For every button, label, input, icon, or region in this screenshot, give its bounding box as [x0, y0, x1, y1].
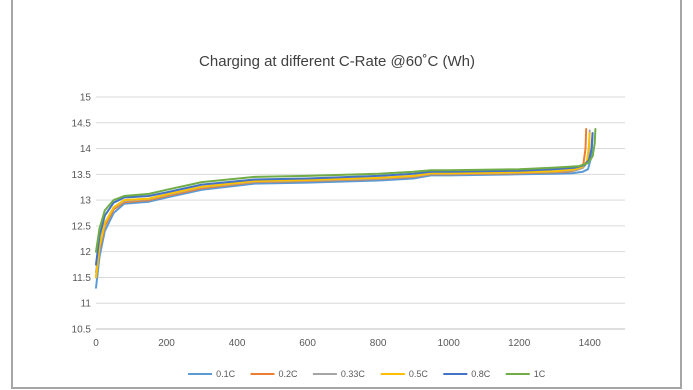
x-tick-label: 0: [93, 338, 99, 349]
x-tick-label: 1000: [438, 338, 461, 349]
x-tick-label: 1200: [508, 338, 531, 349]
y-tick-label: 14.5: [72, 118, 92, 129]
series-line-0-33c: [95, 129, 591, 274]
legend-item: 1C: [505, 369, 546, 379]
gridlines: [96, 96, 625, 304]
series-line-0-1c: [95, 132, 594, 289]
series-line-0-5c: [95, 132, 591, 279]
x-tick-label: 200: [158, 338, 175, 349]
legend-label: 0.2C: [279, 369, 299, 379]
legend-item: 0.5C: [380, 369, 429, 379]
x-tick-label: 400: [229, 338, 246, 349]
series-line-0-2c: [95, 128, 588, 279]
legend-label: 0.1C: [216, 369, 236, 379]
y-tick-labels: 10.5 11 11.5 12 12.5 13 13.5 14 14.5 15: [72, 93, 92, 336]
legend-item: 0.8C: [443, 369, 491, 379]
legend-item: 0.2C: [250, 369, 299, 379]
legend-label: 0.5C: [409, 369, 429, 379]
series-line-1c: [95, 128, 597, 253]
y-tick-label: 11: [81, 299, 92, 310]
chart-canvas: Charging at different C-Rate @60˚C (Wh) …: [72, 53, 625, 379]
series-lines: [95, 128, 597, 289]
x-tick-labels: 0 200 400 600 800 1000 1200 1400: [93, 338, 601, 349]
y-tick-label: 10.5: [72, 325, 92, 336]
legend-label: 0.8C: [471, 369, 491, 379]
y-tick-label: 13: [80, 196, 92, 207]
legend-label: 0.33C: [341, 369, 366, 379]
x-tick-label: 800: [370, 338, 387, 349]
y-tick-label: 12: [80, 247, 92, 258]
x-tick-label: 600: [299, 338, 316, 349]
y-tick-label: 14: [80, 144, 92, 155]
series-line-0-8c: [95, 132, 594, 266]
y-tick-label: 13.5: [72, 170, 92, 181]
y-tick-label: 15: [80, 93, 92, 104]
legend-label: 1C: [534, 369, 546, 379]
y-tick-label: 11.5: [72, 273, 91, 284]
x-tick-label: 1400: [579, 338, 602, 349]
chart-title: Charging at different C-Rate @60˚C (Wh): [199, 53, 475, 70]
legend-item: 0.1C: [188, 369, 236, 379]
legend: 0.1C 0.2C 0.33C 0.5C 0.8C 1C: [188, 369, 546, 379]
y-tick-label: 12.5: [72, 221, 92, 232]
legend-item: 0.33C: [312, 369, 366, 379]
chart-frame: Charging at different C-Rate @60˚C (Wh) …: [11, 0, 682, 389]
